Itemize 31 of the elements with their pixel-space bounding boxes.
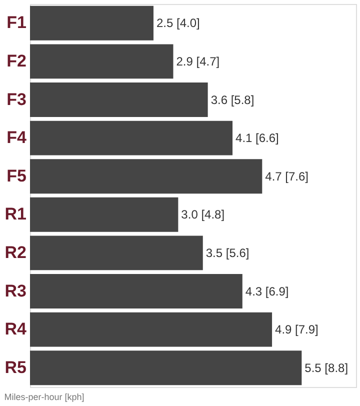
y-tick-label: F4 <box>6 128 28 148</box>
bar <box>30 120 233 156</box>
y-tick-label: R2 <box>4 242 26 262</box>
data-label: 3.5 [5.6] <box>206 246 250 260</box>
data-label: 4.3 [6.9] <box>245 284 289 298</box>
bar <box>30 44 174 79</box>
y-tick-label: F1 <box>6 13 26 32</box>
data-label: 5.5 [8.8] <box>304 360 348 375</box>
bar <box>30 350 302 386</box>
y-tick-label: F3 <box>6 90 26 109</box>
bar <box>30 197 178 232</box>
y-tick-label: F5 <box>6 166 26 186</box>
bar <box>30 236 203 270</box>
bar <box>30 159 262 194</box>
y-tick-label: R5 <box>4 358 26 377</box>
data-label: 4.9 [7.9] <box>275 322 318 337</box>
text: Miles-per-hour [kph] <box>4 392 84 402</box>
bar <box>30 6 154 40</box>
bar <box>30 82 208 117</box>
data-label: 4.1 [6.6] <box>236 131 279 146</box>
data-label: 2.9 [4.7] <box>176 54 220 68</box>
data-label: 4.7 [7.6] <box>265 169 309 184</box>
data-label: 3.0 [4.8] <box>181 208 225 222</box>
data-label: 3.6 [5.8] <box>210 92 254 107</box>
y-tick-label: R1 <box>4 204 26 224</box>
y-tick-label: R3 <box>4 281 26 300</box>
y-tick-label: F2 <box>6 51 26 70</box>
bar <box>30 312 272 347</box>
data-label: 2.5 [4.0] <box>156 16 200 30</box>
y-tick-label: R4 <box>4 320 28 339</box>
bar <box>30 274 242 308</box>
